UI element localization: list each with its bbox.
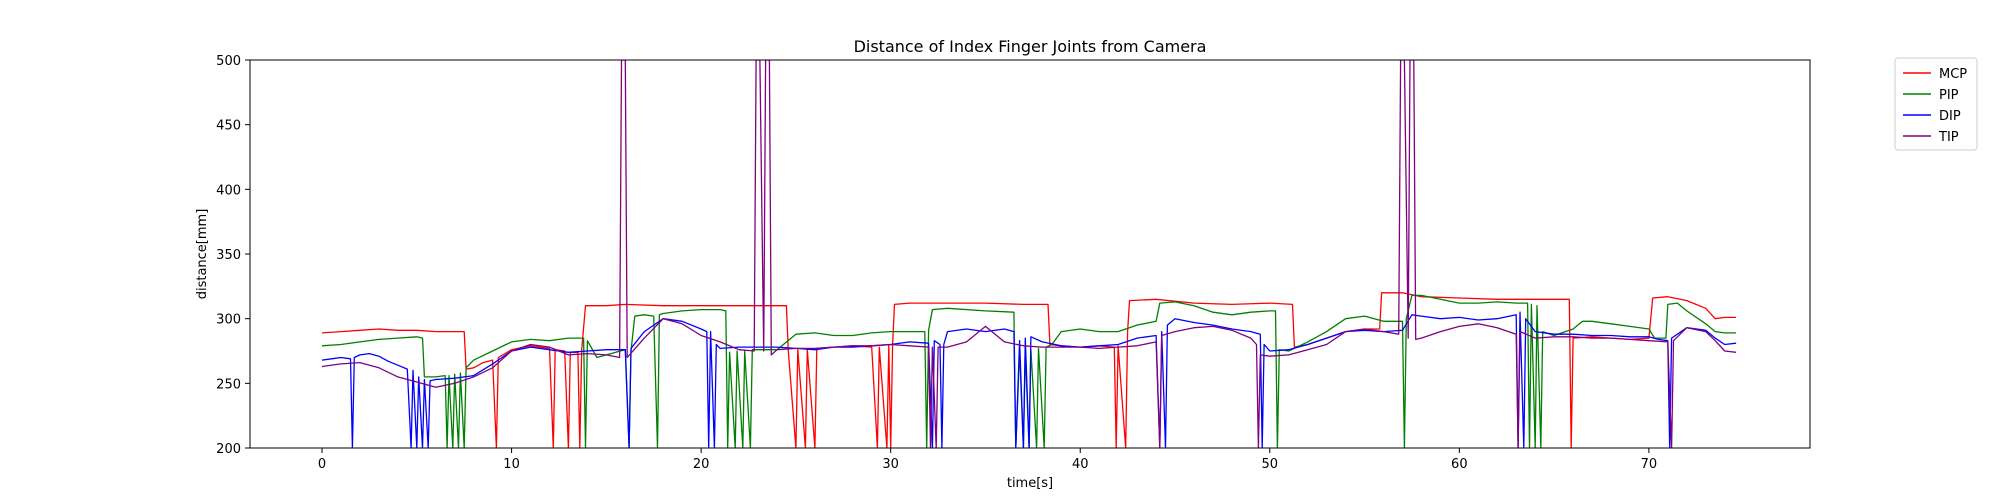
y-tick-label: 350 xyxy=(216,248,241,263)
x-tick-label: 0 xyxy=(318,457,326,472)
x-tick-label: 10 xyxy=(503,457,520,472)
series-line-tip xyxy=(321,60,1737,448)
legend-label-pip: PIP xyxy=(1939,88,1959,103)
x-tick-label: 50 xyxy=(1262,457,1279,472)
y-tick-label: 250 xyxy=(216,377,241,392)
x-axis-label: time[s] xyxy=(1007,476,1053,491)
x-tick-label: 30 xyxy=(882,457,899,472)
y-tick-label: 300 xyxy=(216,313,241,328)
series-layer xyxy=(321,60,1737,448)
y-tick-label: 450 xyxy=(216,119,241,134)
series-line-dip xyxy=(321,311,1737,448)
legend-box xyxy=(1894,57,1978,151)
y-axis-label: distance[mm] xyxy=(195,209,210,300)
y-tick-label: 500 xyxy=(216,54,241,69)
y-tick-label: 400 xyxy=(216,183,241,198)
legend: MCP PIP DIP TIP xyxy=(1894,57,1978,151)
legend-label-tip: TIP xyxy=(1938,130,1959,145)
y-axis: 200 250 300 350 400 450 500 xyxy=(216,54,250,457)
x-tick-label: 20 xyxy=(693,457,710,472)
x-tick-label: 60 xyxy=(1451,457,1468,472)
y-tick-label: 200 xyxy=(216,442,241,457)
legend-label-mcp: MCP xyxy=(1939,67,1967,82)
x-axis: 0 10 20 30 40 50 60 70 xyxy=(318,448,1657,472)
x-tick-label: 40 xyxy=(1072,457,1089,472)
series-line-mcp xyxy=(321,292,1737,448)
x-tick-label: 70 xyxy=(1641,457,1658,472)
chart-title: Distance of Index Finger Joints from Cam… xyxy=(854,37,1207,56)
legend-label-dip: DIP xyxy=(1939,109,1961,124)
